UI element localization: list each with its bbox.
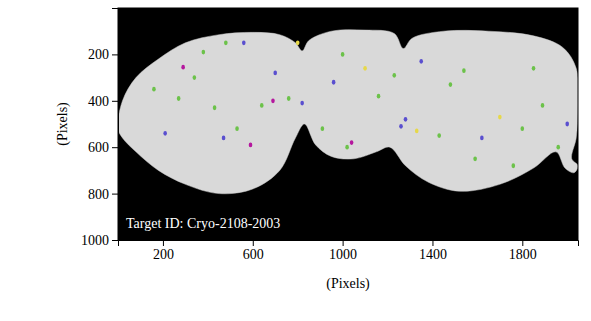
detection xyxy=(350,140,354,145)
detection xyxy=(296,40,300,45)
detection xyxy=(193,75,197,80)
detection xyxy=(437,133,441,138)
detection xyxy=(345,145,349,150)
detection xyxy=(222,136,226,141)
detection xyxy=(300,101,304,106)
tick-mark xyxy=(522,240,523,246)
tick: 400 xyxy=(88,94,118,109)
tick-label: 200 xyxy=(88,47,109,62)
tick-label: 1000 xyxy=(81,233,109,248)
detection xyxy=(332,80,336,85)
detection xyxy=(473,156,477,161)
axis-line xyxy=(119,241,579,247)
detection xyxy=(512,163,516,168)
detection xyxy=(462,68,466,73)
tick-mark xyxy=(112,54,118,55)
detection xyxy=(520,126,524,131)
tissue-mask xyxy=(118,30,578,194)
detection xyxy=(273,71,277,76)
detection xyxy=(377,94,381,99)
annotation: Target ID: Cryo-2108-2003 xyxy=(126,216,280,231)
tick-mark xyxy=(112,147,118,148)
detection xyxy=(260,103,264,108)
detection xyxy=(152,87,156,92)
detection xyxy=(556,145,560,150)
tick: 1000 xyxy=(329,240,357,262)
detection xyxy=(532,66,536,71)
tick-label: 1800 xyxy=(509,247,537,262)
detection xyxy=(224,40,228,45)
tick-label: 400 xyxy=(88,94,109,109)
tick-label: 200 xyxy=(153,247,174,262)
tick-mark xyxy=(112,240,118,241)
y-axis: 200 400 600 800 1000 xyxy=(81,9,119,248)
tick: 600 xyxy=(243,240,264,262)
tick: 1800 xyxy=(509,240,537,262)
chart: 200 600 1000 1400 1800 200 400 600 800 1000 (Pixel… xyxy=(0,0,591,321)
tick-mark xyxy=(112,101,118,102)
tick: 200 xyxy=(88,47,118,62)
x-axis-title: (Pixels) xyxy=(326,276,370,292)
detection xyxy=(392,73,396,78)
detection xyxy=(404,117,408,122)
detection xyxy=(321,126,325,131)
tick-mark xyxy=(343,240,344,246)
detection xyxy=(419,59,423,64)
detection xyxy=(565,122,569,127)
detection xyxy=(363,66,367,71)
detection xyxy=(415,129,419,134)
detection xyxy=(242,40,246,45)
tick-mark xyxy=(112,194,118,195)
detection xyxy=(341,52,345,57)
y-axis-title: (Pixels) xyxy=(55,102,71,146)
detection xyxy=(163,131,167,136)
detection xyxy=(480,136,484,141)
tick-label: 600 xyxy=(243,247,264,262)
plot: 200 600 1000 1400 1800 200 400 600 800 1000 xyxy=(81,8,579,262)
detection xyxy=(177,96,181,101)
tick: 200 xyxy=(153,240,174,262)
axis-line xyxy=(112,9,119,241)
tick: 800 xyxy=(88,187,118,202)
tick: 600 xyxy=(88,140,118,155)
detection xyxy=(541,103,545,108)
tick-label: 600 xyxy=(88,140,109,155)
detection xyxy=(235,126,239,131)
x-axis: 200 600 1000 1400 1800 xyxy=(119,240,579,262)
tick-mark xyxy=(432,240,433,246)
detection xyxy=(213,105,217,110)
tick-mark xyxy=(163,240,164,246)
plot-background xyxy=(118,8,578,240)
detection xyxy=(181,65,185,70)
detection xyxy=(271,98,275,103)
tick-label: 1000 xyxy=(329,247,357,262)
detection xyxy=(287,96,291,101)
marks xyxy=(118,30,578,194)
detection xyxy=(202,50,206,55)
tick-label: 1400 xyxy=(419,247,447,262)
tick: 1000 xyxy=(81,233,118,248)
tick-mark xyxy=(253,240,254,246)
tick-label: 800 xyxy=(88,187,109,202)
detection xyxy=(249,142,253,147)
detection xyxy=(399,124,403,129)
detection xyxy=(498,115,502,120)
tick: 1400 xyxy=(419,240,447,262)
detection xyxy=(449,82,453,87)
plot-frame xyxy=(118,8,578,240)
